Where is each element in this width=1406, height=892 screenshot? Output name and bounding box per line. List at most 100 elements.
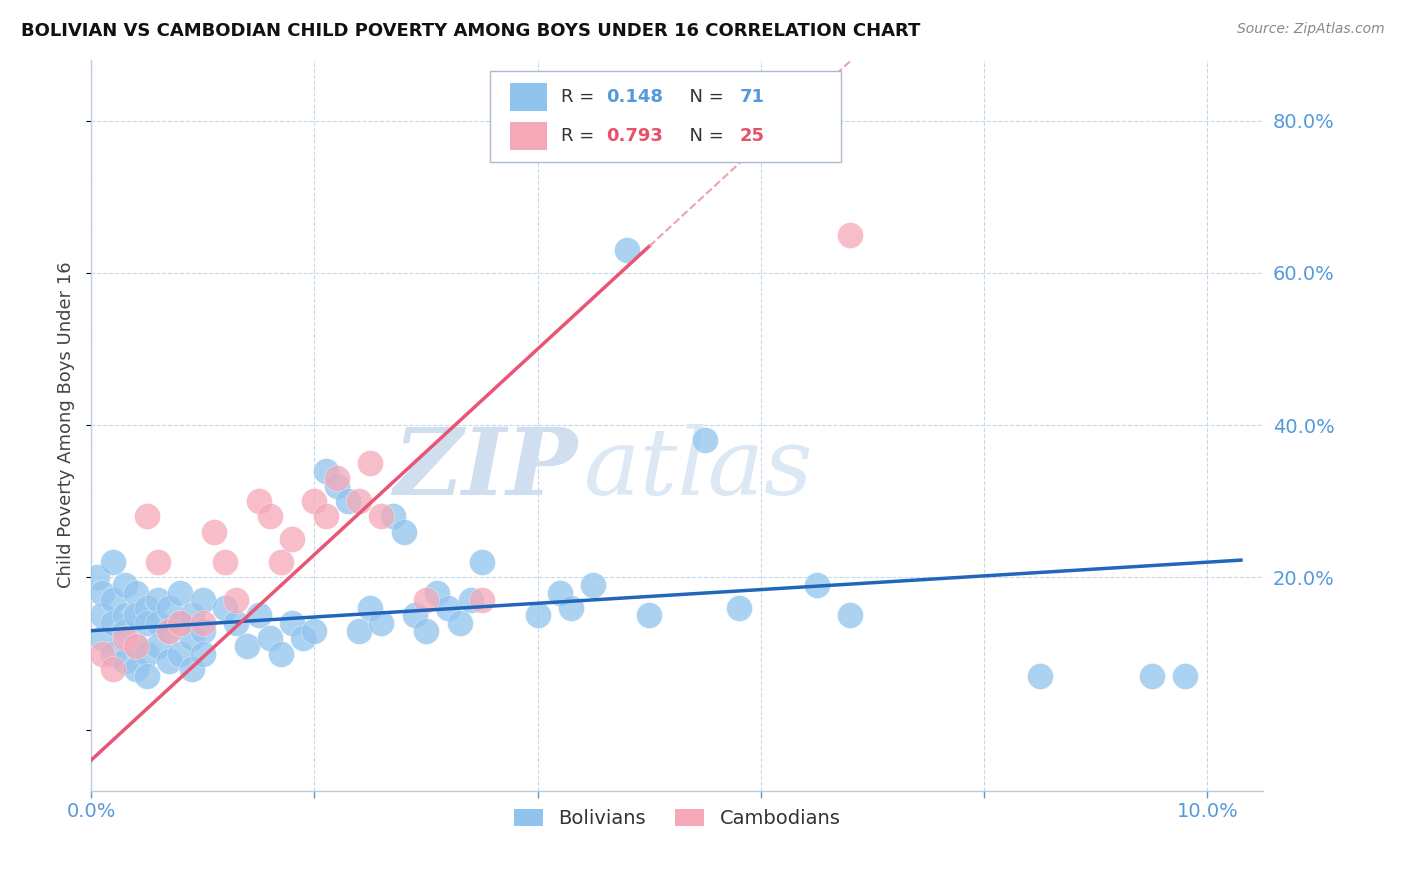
Bolivians [114, 608, 136, 623]
Bolivians [103, 647, 125, 661]
Bolivians [91, 608, 114, 623]
Cambodians [281, 533, 304, 547]
Bolivians [91, 585, 114, 599]
Bolivians [270, 647, 292, 661]
Cambodians [304, 494, 326, 508]
Bolivians [548, 585, 571, 599]
Cambodians [347, 494, 370, 508]
Bolivians [259, 632, 281, 646]
Cambodians [415, 593, 437, 607]
Cambodians [839, 227, 862, 242]
Cambodians [157, 624, 180, 638]
Bolivians [1029, 669, 1052, 683]
Bolivians [526, 608, 548, 623]
Bolivians [146, 593, 169, 607]
Bolivians [86, 570, 108, 584]
Bolivians [806, 578, 828, 592]
Bolivians [169, 616, 191, 631]
Bolivians [326, 479, 349, 493]
Cambodians [259, 509, 281, 524]
Bolivians [426, 585, 449, 599]
Text: N =: N = [678, 88, 730, 106]
Bolivians [91, 632, 114, 646]
Cambodians [169, 616, 191, 631]
Bolivians [392, 524, 415, 539]
Cambodians [247, 494, 270, 508]
Text: N =: N = [678, 127, 730, 145]
Bolivians [125, 639, 148, 653]
Bolivians [191, 647, 214, 661]
Text: 0.793: 0.793 [606, 127, 662, 145]
Cambodians [270, 555, 292, 569]
Bolivians [281, 616, 304, 631]
Bolivians [214, 600, 236, 615]
Bolivians [180, 632, 202, 646]
Bolivians [180, 608, 202, 623]
Bolivians [347, 624, 370, 638]
Cambodians [315, 509, 337, 524]
Bolivians [125, 608, 148, 623]
Bolivians [404, 608, 426, 623]
Text: 0.148: 0.148 [606, 88, 662, 106]
Bolivians [103, 593, 125, 607]
FancyBboxPatch shape [489, 70, 841, 162]
Cambodians [91, 647, 114, 661]
Bolivians [315, 464, 337, 478]
Legend: Bolivians, Cambodians: Bolivians, Cambodians [506, 801, 849, 836]
Bolivians [292, 632, 315, 646]
Text: atlas: atlas [583, 424, 813, 514]
Cambodians [202, 524, 225, 539]
Bolivians [471, 555, 494, 569]
Bolivians [616, 243, 638, 257]
Bolivians [415, 624, 437, 638]
Bolivians [157, 624, 180, 638]
Cambodians [225, 593, 247, 607]
Bolivians [336, 494, 359, 508]
Bolivians [727, 600, 749, 615]
Bolivians [169, 585, 191, 599]
Bolivians [103, 555, 125, 569]
Cambodians [103, 662, 125, 676]
Cambodians [146, 555, 169, 569]
Bolivians [695, 434, 717, 448]
Bolivians [114, 654, 136, 668]
Bolivians [180, 662, 202, 676]
Bolivians [1174, 669, 1197, 683]
Cambodians [136, 509, 159, 524]
Bolivians [449, 616, 471, 631]
Cambodians [125, 639, 148, 653]
Bolivians [1140, 669, 1163, 683]
FancyBboxPatch shape [509, 83, 547, 111]
Bolivians [136, 669, 159, 683]
Bolivians [125, 585, 148, 599]
Bolivians [839, 608, 862, 623]
Text: BOLIVIAN VS CAMBODIAN CHILD POVERTY AMONG BOYS UNDER 16 CORRELATION CHART: BOLIVIAN VS CAMBODIAN CHILD POVERTY AMON… [21, 22, 921, 40]
Text: 25: 25 [740, 127, 765, 145]
Cambodians [370, 509, 392, 524]
Y-axis label: Child Poverty Among Boys Under 16: Child Poverty Among Boys Under 16 [58, 261, 75, 589]
Bolivians [460, 593, 482, 607]
Bolivians [146, 616, 169, 631]
Bolivians [169, 647, 191, 661]
Text: 71: 71 [740, 88, 765, 106]
Cambodians [214, 555, 236, 569]
Bolivians [146, 639, 169, 653]
Bolivians [103, 616, 125, 631]
Bolivians [157, 654, 180, 668]
Bolivians [638, 608, 661, 623]
Bolivians [125, 662, 148, 676]
Bolivians [560, 600, 582, 615]
Bolivians [381, 509, 404, 524]
Bolivians [225, 616, 247, 631]
Bolivians [136, 616, 159, 631]
Cambodians [326, 471, 349, 485]
Bolivians [582, 578, 605, 592]
Bolivians [136, 600, 159, 615]
Bolivians [191, 593, 214, 607]
Bolivians [247, 608, 270, 623]
FancyBboxPatch shape [509, 121, 547, 150]
Bolivians [304, 624, 326, 638]
Bolivians [359, 600, 381, 615]
Bolivians [114, 624, 136, 638]
Cambodians [359, 456, 381, 470]
